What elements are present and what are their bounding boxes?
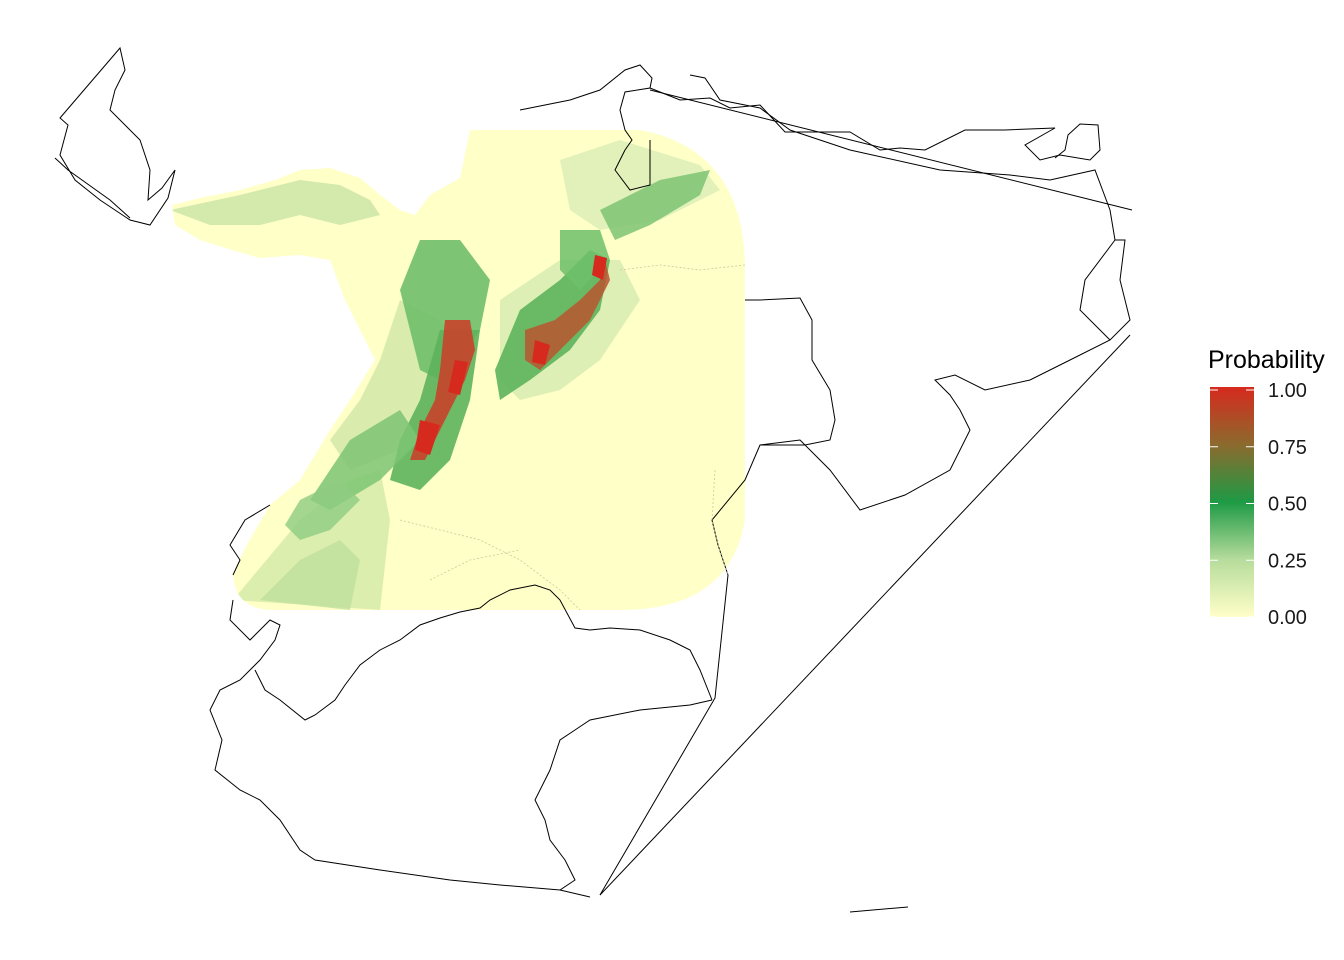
legend: Probability 1.00 0.75 0.50 0.25 0.00 bbox=[1208, 346, 1325, 629]
legend-tick-label: 0.00 bbox=[1268, 607, 1307, 629]
legend-colorbar bbox=[1210, 387, 1254, 617]
legend-title: Probability bbox=[1208, 346, 1325, 374]
legend-tick-label: 0.50 bbox=[1268, 494, 1307, 516]
country-outlines bbox=[54, 46, 1133, 913]
legend-tick-label: 0.25 bbox=[1268, 550, 1307, 572]
legend-ticks: 1.00 0.75 0.50 0.25 0.00 bbox=[1210, 380, 1307, 629]
probability-raster bbox=[172, 130, 745, 610]
raster-boundary-traces bbox=[399, 264, 746, 611]
legend-tick-label: 1.00 bbox=[1268, 380, 1307, 402]
legend-tick-label: 0.75 bbox=[1268, 437, 1307, 459]
